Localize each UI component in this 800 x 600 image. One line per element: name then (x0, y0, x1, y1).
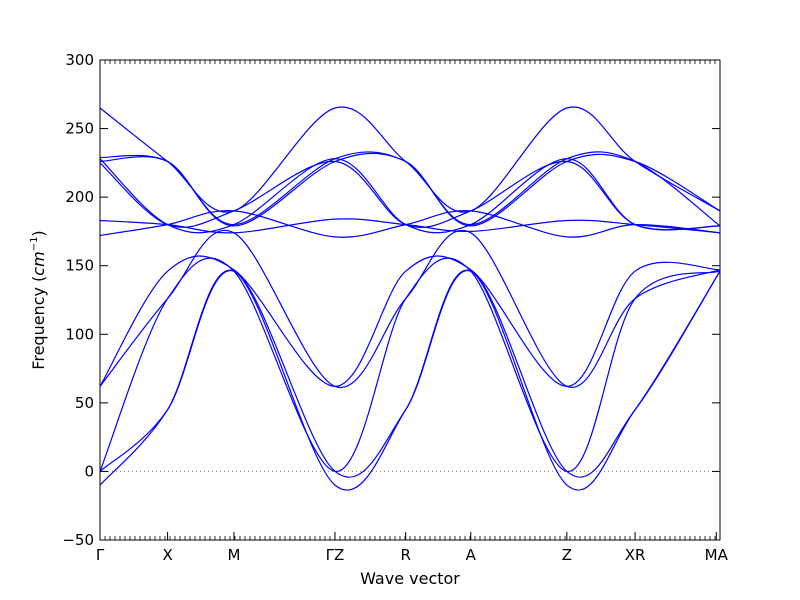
y-tick-label: 250 (65, 120, 94, 138)
y-tick-label: 0 (84, 462, 94, 480)
y-tick-label: 300 (65, 51, 94, 69)
labels-layer: −50 0 50 100 150 200 250 300 Γ X M ΓZ R A Z XR MA (62, 51, 728, 564)
y-tick-label: −50 (62, 531, 94, 549)
y-axis-label-text: Frequency ( (29, 276, 48, 370)
band-line-4 (99, 152, 721, 227)
band-line-3 (99, 158, 721, 234)
y-tick-label: 50 (75, 394, 94, 412)
x-tick-label: Γ (96, 546, 105, 564)
x-tick-label: Z (562, 546, 572, 564)
y-axis-label: Frequency (cm−1) (29, 230, 48, 369)
band-line-9 (99, 229, 721, 389)
band-line-7 (99, 210, 721, 238)
plot-frame (99, 59, 721, 541)
y-tick-label: 100 (65, 325, 94, 343)
y-tick-label: 150 (65, 257, 94, 275)
ticks-layer (99, 59, 721, 541)
x-tick-label: R (400, 546, 410, 564)
band-line-10 (99, 257, 721, 473)
y-axis-label-close: ) (29, 230, 48, 236)
band-line-11 (99, 270, 721, 478)
y-tick-label: 200 (65, 188, 94, 206)
y-axis-label-exponent: −1 (29, 237, 40, 252)
x-tick-label: XR (625, 546, 646, 564)
x-tick-label: MA (705, 546, 729, 564)
band-line-5 (99, 160, 721, 231)
bands-layer (99, 106, 721, 491)
x-tick-label: M (227, 546, 240, 564)
band-line-8 (99, 255, 721, 388)
x-tick-label: ΓZ (326, 546, 345, 564)
x-tick-label: A (466, 546, 477, 564)
y-axis-label-unit: cm (29, 251, 48, 275)
band-line-12 (99, 269, 721, 491)
x-tick-label: X (162, 546, 172, 564)
x-axis-label: Wave vector (360, 569, 460, 588)
